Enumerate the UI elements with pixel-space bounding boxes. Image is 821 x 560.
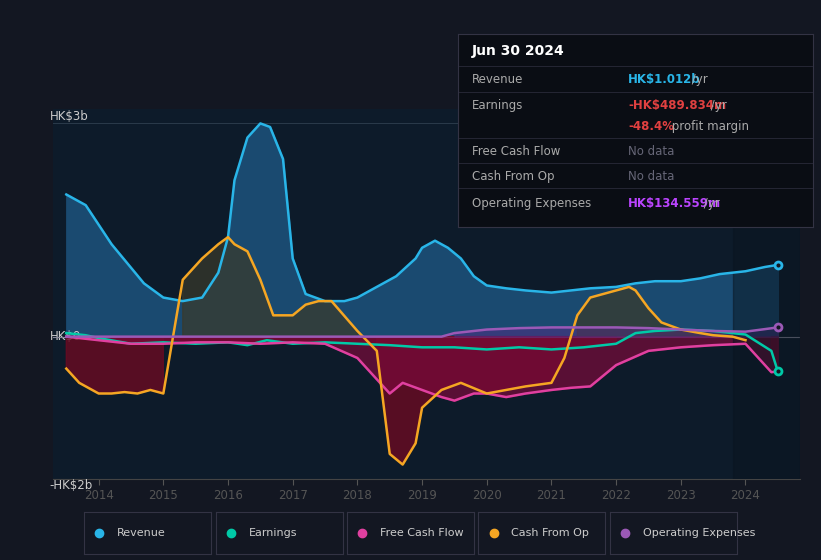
- Text: -HK$489.834m: -HK$489.834m: [628, 99, 727, 111]
- Text: Revenue: Revenue: [117, 529, 166, 538]
- Text: Earnings: Earnings: [472, 99, 524, 111]
- Text: Earnings: Earnings: [249, 529, 297, 538]
- Text: Cash From Op: Cash From Op: [472, 170, 555, 183]
- Text: No data: No data: [628, 145, 675, 158]
- Text: -48.4%: -48.4%: [628, 120, 674, 133]
- Text: Jun 30 2024: Jun 30 2024: [472, 44, 565, 58]
- Bar: [732, 109, 800, 479]
- Text: Operating Expenses: Operating Expenses: [472, 197, 592, 210]
- Text: HK$134.559m: HK$134.559m: [628, 197, 722, 210]
- Text: HK$3b: HK$3b: [49, 110, 89, 123]
- Text: Cash From Op: Cash From Op: [511, 529, 589, 538]
- Text: /yr: /yr: [688, 73, 708, 86]
- Text: profit margin: profit margin: [668, 120, 750, 133]
- Text: /yr: /yr: [707, 99, 727, 111]
- Text: Revenue: Revenue: [472, 73, 524, 86]
- Text: Free Cash Flow: Free Cash Flow: [380, 529, 464, 538]
- Text: No data: No data: [628, 170, 675, 183]
- Text: /yr: /yr: [700, 197, 720, 210]
- Text: HK$0: HK$0: [49, 330, 81, 343]
- Text: Free Cash Flow: Free Cash Flow: [472, 145, 561, 158]
- Text: -HK$2b: -HK$2b: [49, 479, 93, 492]
- Text: HK$1.012b: HK$1.012b: [628, 73, 701, 86]
- Text: Operating Expenses: Operating Expenses: [643, 529, 755, 538]
